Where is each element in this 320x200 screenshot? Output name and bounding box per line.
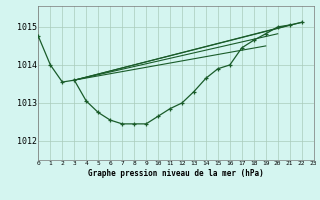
- X-axis label: Graphe pression niveau de la mer (hPa): Graphe pression niveau de la mer (hPa): [88, 169, 264, 178]
